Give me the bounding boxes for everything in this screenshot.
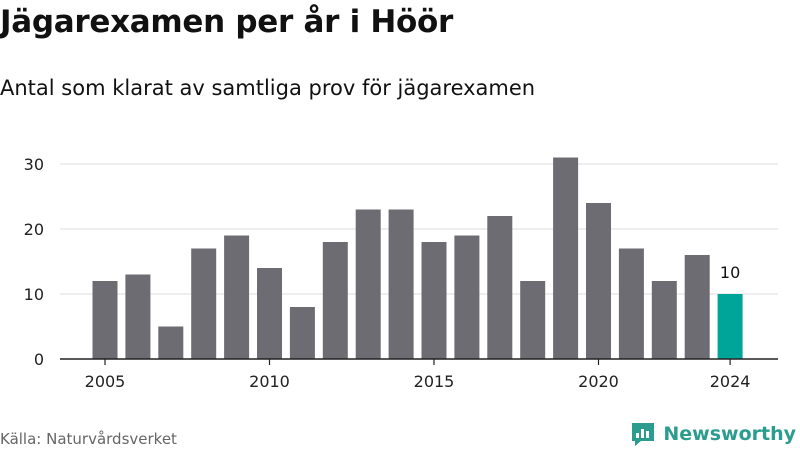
bar [92,281,118,359]
chart-title: Jägarexamen per år i Höör [0,4,454,40]
bar [454,235,480,359]
source-note: Källa: Naturvårdsverket [0,430,177,448]
x-tick-label: 2024 [710,372,751,391]
bar [421,242,447,359]
bar [257,268,282,359]
bar [125,274,151,359]
data-labels: 10 [720,263,740,282]
bar [388,209,414,359]
y-tick-labels: 0 10 20 30 [24,155,44,369]
bar [191,248,217,359]
bar [553,157,579,359]
bar [487,216,513,359]
x-tick-label: 2005 [85,372,126,391]
x-tick-labels: 2005 2010 2015 2020 2024 [85,359,751,391]
bars [92,157,743,359]
bar [684,255,710,359]
bar [355,209,381,359]
bar [586,203,611,359]
y-tick-label: 20 [24,220,44,239]
brand-logo: Newsworthy [629,420,796,448]
x-tick-label: 2020 [578,372,619,391]
y-tick-label: 30 [24,155,44,174]
y-tick-label: 10 [24,285,44,304]
bar-highlight [717,294,743,359]
x-tick-label: 2010 [249,372,290,391]
bar [289,307,315,359]
brand-name: Newsworthy [663,423,796,445]
bar [618,248,644,359]
bar [224,235,250,359]
bar [322,242,348,359]
bar [520,281,546,359]
bar [651,281,677,359]
y-tick-label: 0 [34,350,44,369]
grid-lines [60,163,778,295]
x-tick-label: 2015 [414,372,455,391]
chart-subtitle: Antal som klarat av samtliga prov för jä… [0,76,536,100]
newsworthy-logo-icon [632,423,655,446]
data-label: 10 [720,263,740,282]
bar [158,326,184,359]
